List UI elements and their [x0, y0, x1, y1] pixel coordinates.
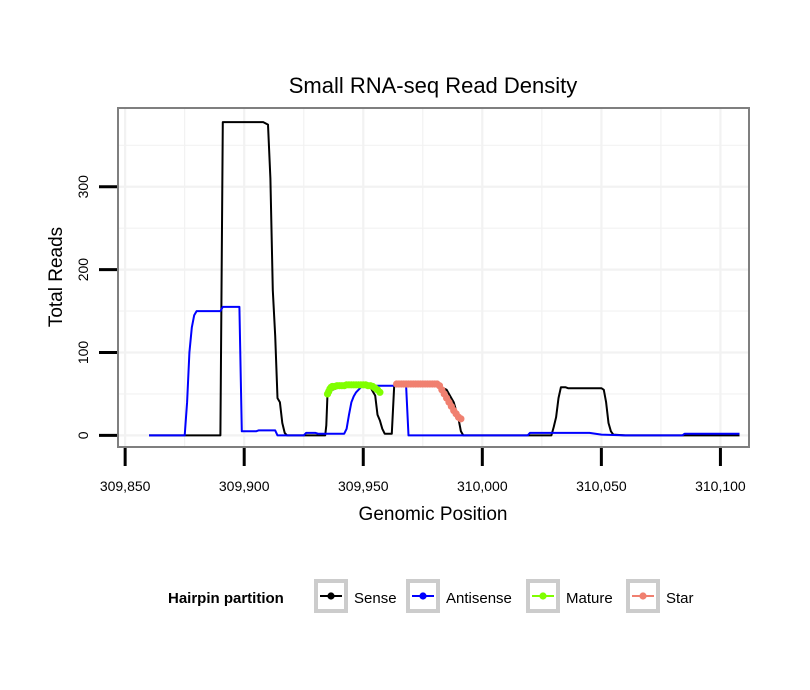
- series-points-mature: [323, 381, 384, 398]
- legend-item-sense: Sense: [314, 579, 397, 613]
- legend-title: Hairpin partition: [168, 590, 284, 607]
- legend-key-point-mature: [539, 592, 547, 600]
- series-line-antisense: [149, 305, 740, 437]
- chart-title: Small RNA-seq Read Density: [289, 73, 578, 98]
- y-tick-label: 200: [75, 258, 91, 282]
- y-axis: 0 100 200 300: [75, 175, 117, 439]
- x-axis-title: Genomic Position: [359, 504, 508, 525]
- data-point-star: [457, 415, 465, 423]
- plot-panel: [117, 107, 750, 448]
- legend-key-point-antisense: [419, 592, 427, 600]
- x-axis: 309,850 309,900 309,950 310,000 310,050 310,1…: [100, 448, 746, 494]
- legend-label-antisense: Antisense: [446, 590, 512, 607]
- y-axis-title: Total Reads: [46, 227, 67, 327]
- series-line-sense: [149, 121, 740, 437]
- series-group: [149, 121, 740, 437]
- legend-item-antisense: Antisense: [406, 579, 512, 613]
- legend-item-mature: Mature: [526, 579, 613, 613]
- panel-background: [118, 108, 749, 447]
- y-tick-label: 300: [75, 175, 91, 199]
- legend-label-mature: Mature: [566, 590, 613, 607]
- y-tick-label: 100: [75, 341, 91, 365]
- x-tick-label: 309,850: [100, 478, 151, 494]
- panel-border: [117, 107, 750, 448]
- legend-label-sense: Sense: [354, 590, 397, 607]
- grid: [118, 108, 749, 447]
- x-tick-label: 309,950: [338, 478, 389, 494]
- legend-item-star: Star: [626, 579, 694, 613]
- y-tick-label: 0: [75, 431, 91, 439]
- legend-key-point-star: [639, 592, 647, 600]
- legend: Hairpin partition Sense Antisense Mature St…: [168, 579, 694, 613]
- data-point-mature: [376, 388, 384, 396]
- legend-key-point-sense: [327, 592, 335, 600]
- series-points-star: [392, 380, 465, 423]
- x-tick-label: 310,050: [576, 478, 627, 494]
- x-tick-label: 309,900: [219, 478, 270, 494]
- x-tick-label: 310,000: [457, 478, 508, 494]
- legend-label-star: Star: [666, 590, 694, 607]
- x-tick-label: 310,100: [695, 478, 746, 494]
